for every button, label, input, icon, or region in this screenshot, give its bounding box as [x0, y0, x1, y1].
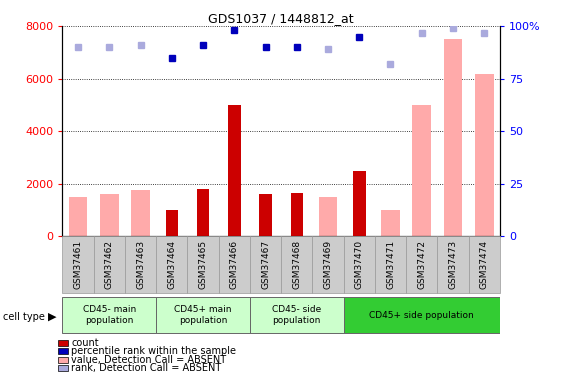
Text: CD45+ side population: CD45+ side population: [369, 310, 474, 320]
Text: GSM37474: GSM37474: [480, 240, 488, 289]
FancyBboxPatch shape: [156, 236, 187, 292]
Text: GSM37468: GSM37468: [293, 240, 301, 289]
FancyBboxPatch shape: [250, 236, 281, 292]
Bar: [353, 171, 365, 236]
Text: percentile rank within the sample: percentile rank within the sample: [71, 346, 236, 356]
Text: GSM37467: GSM37467: [261, 240, 270, 289]
Bar: [381, 210, 400, 236]
Text: GSM37463: GSM37463: [136, 240, 145, 289]
Bar: [319, 197, 337, 236]
Text: GSM37466: GSM37466: [230, 240, 239, 289]
Bar: [197, 189, 209, 236]
Text: GSM37462: GSM37462: [105, 240, 114, 289]
FancyBboxPatch shape: [219, 236, 250, 292]
Bar: [131, 190, 150, 236]
Text: GSM37469: GSM37469: [324, 240, 332, 289]
Bar: [475, 74, 494, 236]
Text: rank, Detection Call = ABSENT: rank, Detection Call = ABSENT: [71, 363, 222, 373]
Bar: [290, 193, 303, 236]
Bar: [69, 197, 87, 236]
Text: CD45+ main
population: CD45+ main population: [174, 305, 232, 325]
FancyBboxPatch shape: [187, 236, 219, 292]
FancyBboxPatch shape: [281, 236, 312, 292]
Text: CD45- side
population: CD45- side population: [272, 305, 321, 325]
Text: GSM37470: GSM37470: [355, 240, 364, 289]
Text: GSM37471: GSM37471: [386, 240, 395, 289]
Bar: [228, 105, 240, 236]
Text: GSM37472: GSM37472: [417, 240, 426, 289]
Bar: [165, 210, 178, 236]
Bar: [259, 194, 272, 236]
Text: GSM37461: GSM37461: [74, 240, 82, 289]
FancyBboxPatch shape: [344, 236, 375, 292]
Bar: [100, 194, 119, 236]
Title: GDS1037 / 1448812_at: GDS1037 / 1448812_at: [208, 12, 354, 25]
Text: CD45- main
population: CD45- main population: [83, 305, 136, 325]
FancyBboxPatch shape: [94, 236, 125, 292]
FancyBboxPatch shape: [344, 297, 500, 333]
FancyBboxPatch shape: [156, 297, 250, 333]
FancyBboxPatch shape: [62, 236, 94, 292]
Text: count: count: [71, 338, 99, 348]
FancyBboxPatch shape: [375, 236, 406, 292]
FancyBboxPatch shape: [62, 297, 156, 333]
FancyBboxPatch shape: [469, 236, 500, 292]
Text: value, Detection Call = ABSENT: value, Detection Call = ABSENT: [71, 355, 226, 364]
Bar: [444, 39, 462, 236]
FancyBboxPatch shape: [125, 236, 156, 292]
FancyBboxPatch shape: [406, 236, 437, 292]
Text: GSM37465: GSM37465: [199, 240, 207, 289]
Text: ▶: ▶: [48, 312, 57, 322]
Text: GSM37473: GSM37473: [449, 240, 457, 289]
FancyBboxPatch shape: [437, 236, 469, 292]
FancyBboxPatch shape: [312, 236, 344, 292]
Text: GSM37464: GSM37464: [168, 240, 176, 289]
FancyBboxPatch shape: [250, 297, 344, 333]
Bar: [412, 105, 431, 236]
Text: cell type: cell type: [3, 312, 45, 322]
